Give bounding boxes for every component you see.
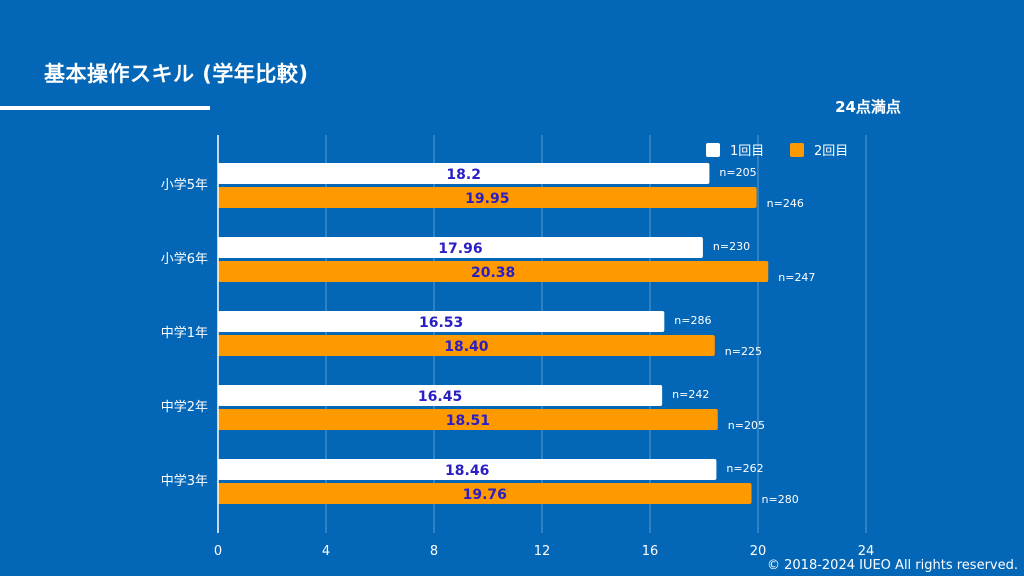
sample-size-label: n=262: [726, 462, 763, 475]
bar: [218, 311, 665, 332]
legend-swatch: [706, 143, 720, 157]
sample-size-label: n=286: [674, 314, 711, 327]
bar-value-label: 17.96: [438, 241, 482, 257]
bar-value-label: 18.40: [444, 339, 489, 355]
category-label: 中学2年: [161, 399, 208, 415]
x-tick-label: 0: [214, 544, 222, 559]
legend-swatch: [790, 143, 804, 157]
sample-size-label: n=205: [719, 166, 756, 179]
x-tick-label: 20: [750, 544, 767, 559]
bar-value-label: 20.38: [471, 265, 515, 281]
legend-label: 1回目: [730, 144, 764, 159]
bar: [218, 261, 769, 282]
sample-size-label: n=242: [672, 388, 709, 401]
bar: [218, 335, 715, 356]
x-tick-label: 24: [858, 544, 875, 559]
category-label: 小学5年: [161, 177, 208, 193]
bar: [218, 483, 752, 504]
sample-size-label: n=280: [762, 493, 799, 506]
bar: [218, 409, 718, 430]
legend-label: 2回目: [814, 144, 848, 159]
bars: 18.2 n=205 19.95 n=246 17.96 n=230 20.38 n=247 1…: [218, 163, 815, 506]
x-tick-label: 8: [430, 544, 438, 559]
copyright-text: © 2018-2024 IUEO All rights reserved.: [767, 558, 1018, 573]
bar-value-label: 16.53: [419, 315, 463, 331]
legend: 1回目 2回目: [706, 143, 848, 159]
bar: [218, 163, 710, 184]
bar: [218, 459, 717, 480]
sample-size-label: n=225: [725, 345, 762, 358]
bar: [218, 187, 757, 208]
title-underline: [0, 106, 210, 110]
bar-value-label: 18.46: [445, 463, 489, 479]
sample-size-label: n=205: [728, 419, 765, 432]
bar-value-label: 19.95: [465, 191, 509, 207]
x-tick-label: 16: [642, 544, 659, 559]
sample-size-label: n=247: [778, 271, 815, 284]
category-label: 中学3年: [161, 473, 208, 489]
sample-size-label: n=246: [767, 197, 804, 210]
bar-value-label: 18.2: [446, 167, 481, 183]
page-title: 基本操作スキル (学年比較): [44, 62, 309, 86]
max-score-note: 24点満点: [835, 98, 901, 116]
x-tick-label: 4: [322, 544, 330, 559]
bar-value-label: 18.51: [446, 413, 490, 429]
bar: [218, 385, 663, 406]
bar: [218, 237, 703, 258]
bar-value-label: 16.45: [418, 389, 462, 405]
category-label: 中学1年: [161, 325, 208, 341]
x-tick-label: 12: [534, 544, 551, 559]
bar-value-label: 19.76: [463, 487, 507, 503]
category-label: 小学6年: [161, 251, 208, 267]
sample-size-label: n=230: [713, 240, 750, 253]
